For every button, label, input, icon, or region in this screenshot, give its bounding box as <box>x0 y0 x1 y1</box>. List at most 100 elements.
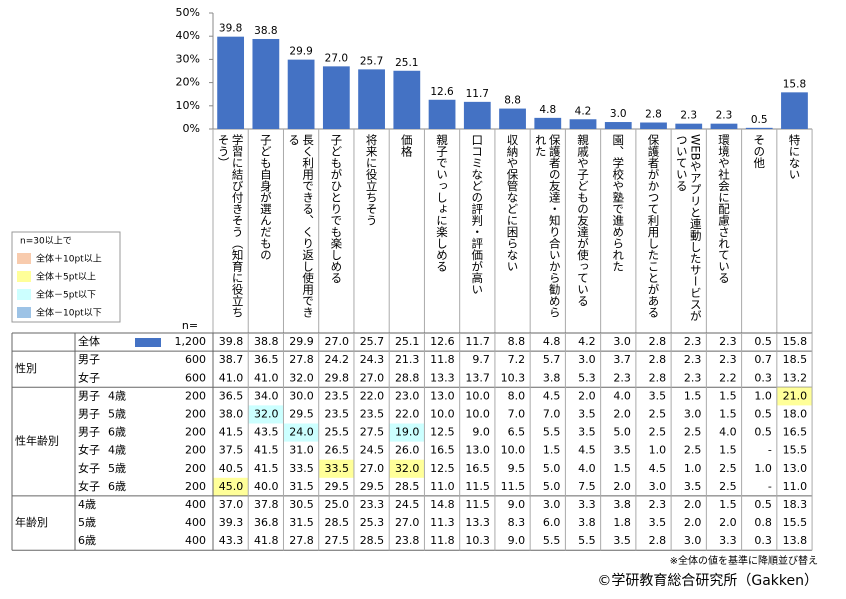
category-label-box: 園、学校や塾で進められた <box>601 134 636 322</box>
category-label: 子ども自身が選んだもの <box>258 134 273 261</box>
y-tick-label: 50% <box>176 6 200 19</box>
cell: 28.8 <box>395 371 420 384</box>
cell: 3.5 <box>613 444 631 457</box>
cell: 27.0 <box>360 371 385 384</box>
category-label-box: 親子でいっしょに楽しめる <box>424 134 459 322</box>
bar <box>217 36 245 129</box>
cell: 27.5 <box>324 534 349 547</box>
cell: 31.0 <box>289 444 314 457</box>
cell: 2.5 <box>684 444 702 457</box>
cell: 0.5 <box>754 426 772 439</box>
row-label: 6歳 <box>78 534 96 547</box>
cell: 4.0 <box>613 389 631 402</box>
cell: 19.0 <box>395 426 420 439</box>
row-label: 女子 <box>78 443 100 457</box>
cell: 2.2 <box>719 371 737 384</box>
cell: 2.8 <box>649 353 667 366</box>
cell: 1.0 <box>684 462 702 475</box>
cell: 1.5 <box>684 389 702 402</box>
value-label: 12.6 <box>430 86 454 98</box>
legend-swatch <box>17 307 31 318</box>
cell: 29.5 <box>324 480 349 493</box>
cell: 12.5 <box>430 426 455 439</box>
cell: 11.5 <box>465 480 490 493</box>
bar <box>322 66 350 129</box>
cell: 41.5 <box>254 444 279 457</box>
category-label: 親戚や子どもの友達が使っている <box>576 134 590 307</box>
category-label: その他 <box>752 134 767 169</box>
row-n: 200 <box>185 462 206 475</box>
cell: 23.8 <box>395 534 420 547</box>
cell: 27.8 <box>289 534 314 547</box>
value-label: 27.0 <box>325 52 348 64</box>
cell: 33.5 <box>324 462 349 475</box>
cell: 40.0 <box>254 480 279 493</box>
row-n: 200 <box>185 407 206 420</box>
cell: 41.8 <box>254 534 279 547</box>
cell: 5.7 <box>543 353 561 366</box>
category-label: 保護者がかつて利用したことがある <box>646 134 661 318</box>
row-age: 4歳 <box>108 389 126 402</box>
cell: 11.5 <box>465 498 490 511</box>
group-label: 性年齢別 <box>15 434 59 448</box>
cell: 11.3 <box>430 516 455 529</box>
cell: 2.8 <box>649 534 667 547</box>
cell: 24.2 <box>324 353 349 366</box>
cell: 29.8 <box>324 371 349 384</box>
bar <box>569 119 597 129</box>
category-label-box: 口コミなどの評判・評価が高い <box>460 134 495 322</box>
cell: 18.3 <box>783 498 808 511</box>
cell: 10.0 <box>465 407 490 420</box>
row-label: 全体 <box>78 334 100 348</box>
cell: 39.8 <box>219 335 244 348</box>
cell: 2.3 <box>719 335 737 348</box>
cell: 7.0 <box>543 407 561 420</box>
cell: 1.5 <box>613 462 631 475</box>
cell: 10.0 <box>501 444 526 457</box>
cell: 40.5 <box>219 462 244 475</box>
row-n: 600 <box>185 371 206 384</box>
cell: 12.6 <box>430 335 455 348</box>
category-label-box: 子どもがひとりでも楽しめる <box>319 134 354 322</box>
bar <box>393 70 421 129</box>
cell: 5.5 <box>543 534 561 547</box>
cell: 11.0 <box>430 480 455 493</box>
bar <box>252 38 280 129</box>
cell: 30.0 <box>289 389 314 402</box>
cell: 32.0 <box>289 371 314 384</box>
cell: 4.0 <box>719 426 737 439</box>
copyright: ©学研教育総合研究所（Gakken） <box>597 573 818 589</box>
legend-swatch <box>17 271 31 282</box>
cell: 28.5 <box>324 516 349 529</box>
cell: 23.5 <box>324 389 349 402</box>
cell: 27.0 <box>395 516 420 529</box>
cell: 13.3 <box>465 516 490 529</box>
y-tick-label: 10% <box>176 99 200 112</box>
value-label: 15.8 <box>783 78 806 90</box>
cell: 0.3 <box>754 371 772 384</box>
cell: 23.5 <box>360 407 385 420</box>
row-n: 400 <box>185 516 206 529</box>
cell: 7.2 <box>508 353 526 366</box>
category-label: 長く利用できる、くり返し使用できる <box>287 134 316 318</box>
cell: 15.5 <box>783 444 808 457</box>
y-tick-label: 20% <box>176 76 200 89</box>
cell: 2.3 <box>684 335 702 348</box>
cell: 25.1 <box>395 335 420 348</box>
cell: 3.3 <box>578 498 596 511</box>
row-age: 4歳 <box>108 444 126 457</box>
cell: 25.5 <box>324 426 349 439</box>
y-tick-label: 0% <box>183 122 200 135</box>
cell: 38.0 <box>219 407 244 420</box>
cell: 2.0 <box>613 480 631 493</box>
cell: 16.5 <box>783 426 808 439</box>
cell: 11.0 <box>783 480 808 493</box>
value-label: 25.7 <box>360 55 383 67</box>
cell: 3.8 <box>543 371 561 384</box>
category-label-box: 親戚や子どもの友達が使っている <box>565 134 600 322</box>
category-label-box: 長く利用できる、くり返し使用できる <box>283 134 318 322</box>
category-label-box: 学習に結び付きそう（知育に役立ちそう） <box>213 134 248 322</box>
cell: 2.5 <box>719 480 737 493</box>
cell: 27.0 <box>324 335 349 348</box>
